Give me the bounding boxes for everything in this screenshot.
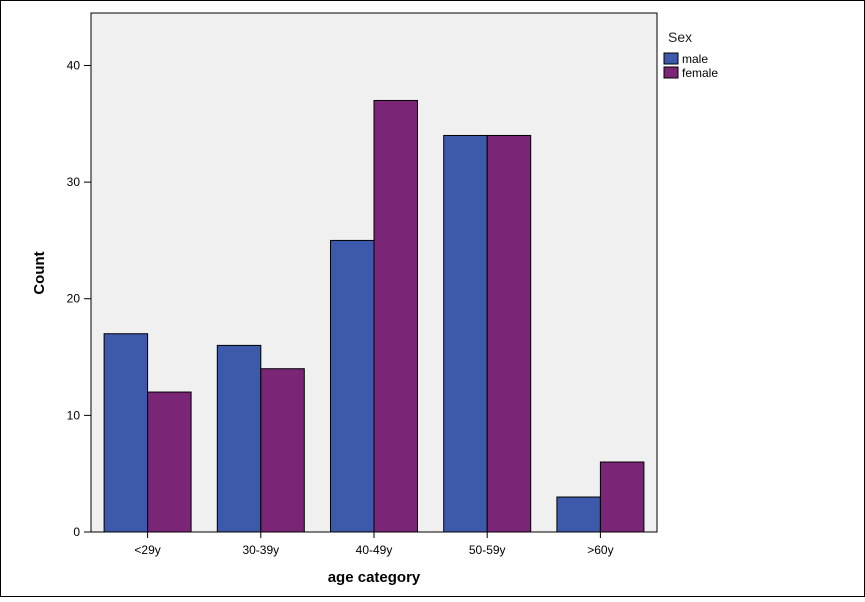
y-axis-label: Count [31,251,48,294]
bar-male-3 [443,134,488,533]
legend-swatch-male [663,52,679,65]
bar-male-0 [103,333,149,533]
x-axis-label: age category [328,569,421,586]
x-tick-label: 30-39y [242,543,279,557]
legend-label-male: male [682,52,708,66]
x-tick-label: 40-49y [356,543,393,557]
bar-female-3 [486,134,532,533]
bars-group [103,99,645,533]
y-tick-label: 30 [67,175,81,189]
y-tick-label: 40 [67,58,81,72]
y-tick-label: 0 [73,525,80,539]
y-axis: 0 10 20 30 40 [67,58,91,539]
legend-title: Sex [668,29,692,45]
y-tick-label: 10 [67,408,81,422]
bar-male-1 [216,344,262,533]
bar-male-2 [330,239,375,533]
bar-female-0 [147,391,192,533]
x-tick-label: >60y [587,543,613,557]
bar-male-4 [556,496,601,533]
y-tick-label: 20 [67,292,81,306]
x-tick-label: <29y [134,543,160,557]
legend-label-female: female [682,66,718,80]
x-tick-label: 50-59y [469,543,506,557]
legend-swatch-female [663,66,679,79]
bar-female-4 [599,461,645,533]
bar-female-1 [260,368,305,533]
bar-female-2 [373,99,418,533]
x-axis: <29y 30-39y 40-49y 50-59y >60y [134,532,614,557]
